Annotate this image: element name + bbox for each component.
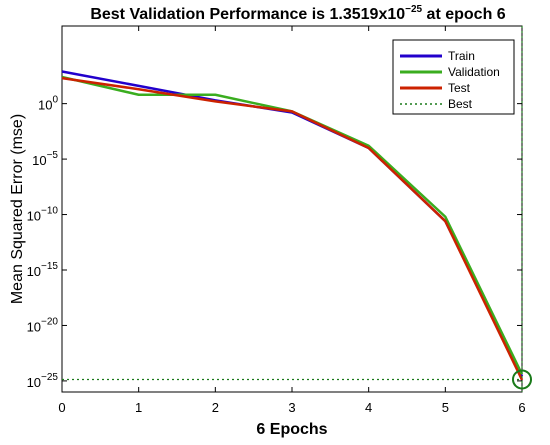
y-axis-label: Mean Squared Error (mse) (9, 114, 26, 304)
y-tick-label: 10−15 (27, 261, 59, 279)
x-tick-label: 1 (135, 400, 142, 415)
legend-label-validation: Validation (448, 65, 500, 79)
x-tick-label: 5 (442, 400, 449, 415)
x-tick-label: 4 (365, 400, 372, 415)
y-tick-label: 10−10 (27, 206, 59, 224)
best-markers (62, 26, 532, 392)
y-tick-label: 10−20 (27, 316, 59, 334)
legend: Train Validation Test Best (392, 39, 515, 115)
x-tick-label: 6 (518, 400, 525, 415)
chart-title: Best Validation Performance is 1.3519x10… (90, 4, 505, 23)
y-tick-label: 10−25 (27, 372, 59, 390)
best-point-circle (512, 369, 532, 390)
axis-ticks: 0 1 2 3 4 5 6 100 10−5 10−10 10−15 10−20 10−25 (27, 26, 526, 415)
legend-label-test: Test (448, 81, 471, 95)
x-axis-label: 6 Epochs (256, 421, 327, 438)
series-lines (61, 70, 524, 381)
y-tick-label: 10−5 (32, 150, 58, 168)
y-tick-label: 100 (38, 95, 58, 113)
legend-label-best: Best (448, 97, 473, 111)
x-tick-label: 2 (212, 400, 219, 415)
legend-box (392, 39, 515, 115)
legend-label-train: Train (448, 49, 475, 63)
series-line-test (61, 76, 524, 381)
x-tick-label: 3 (288, 400, 295, 415)
x-tick-label: 0 (58, 400, 65, 415)
